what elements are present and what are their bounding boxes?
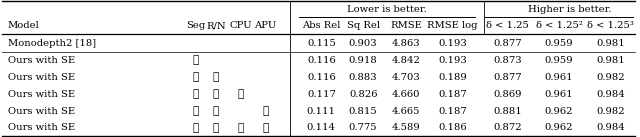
Text: 0.116: 0.116: [307, 73, 336, 82]
Text: 0.962: 0.962: [545, 123, 573, 132]
Text: 0.981: 0.981: [596, 38, 625, 48]
Text: 0.877: 0.877: [493, 38, 522, 48]
Text: Ours with SE: Ours with SE: [8, 123, 75, 132]
Text: 0.116: 0.116: [307, 56, 336, 65]
Text: 0.883: 0.883: [349, 73, 378, 82]
Text: Ours with SE: Ours with SE: [8, 90, 75, 99]
Text: δ < 1.25²: δ < 1.25²: [536, 22, 582, 31]
Text: ✓: ✓: [237, 89, 244, 99]
Text: 0.982: 0.982: [596, 73, 625, 82]
Text: Higher is better.: Higher is better.: [528, 5, 611, 14]
Text: ✓: ✓: [262, 106, 269, 116]
Text: 0.962: 0.962: [545, 107, 573, 116]
Text: 0.189: 0.189: [438, 73, 467, 82]
Text: 0.961: 0.961: [545, 90, 573, 99]
Text: 0.187: 0.187: [438, 107, 467, 116]
Text: 0.826: 0.826: [349, 90, 378, 99]
Text: Model: Model: [8, 22, 40, 31]
Text: 0.873: 0.873: [493, 56, 522, 65]
Text: 0.918: 0.918: [349, 56, 378, 65]
Text: RMSE log: RMSE log: [428, 22, 478, 31]
Text: 0.115: 0.115: [307, 38, 336, 48]
Text: ✓: ✓: [262, 123, 269, 133]
Text: 4.665: 4.665: [392, 107, 420, 116]
Text: 4.589: 4.589: [392, 123, 420, 132]
Text: Ours with SE: Ours with SE: [8, 73, 75, 82]
Text: 4.660: 4.660: [392, 90, 420, 99]
Text: ✓: ✓: [212, 72, 219, 82]
Text: Monodepth2 [18]: Monodepth2 [18]: [8, 38, 96, 48]
Text: Ours with SE: Ours with SE: [8, 107, 75, 116]
Text: ✓: ✓: [193, 123, 199, 133]
Text: Abs Rel: Abs Rel: [302, 22, 340, 31]
Text: 0.114: 0.114: [307, 123, 336, 132]
Text: 0.881: 0.881: [493, 107, 522, 116]
Text: ✓: ✓: [193, 106, 199, 116]
Text: Seg: Seg: [186, 22, 205, 31]
Text: ✓: ✓: [237, 123, 244, 133]
Text: 0.959: 0.959: [545, 56, 573, 65]
Text: 0.959: 0.959: [545, 38, 573, 48]
Text: 4.703: 4.703: [392, 73, 420, 82]
Text: 0.193: 0.193: [438, 38, 467, 48]
Text: 0.982: 0.982: [596, 107, 625, 116]
Text: 0.869: 0.869: [493, 90, 522, 99]
Text: Lower is better.: Lower is better.: [347, 5, 427, 14]
Text: ✓: ✓: [193, 55, 199, 65]
Text: 0.111: 0.111: [307, 107, 336, 116]
Text: 0.117: 0.117: [307, 90, 336, 99]
Text: R/N: R/N: [206, 22, 226, 31]
Text: 0.815: 0.815: [349, 107, 378, 116]
Text: RMSE: RMSE: [390, 22, 422, 31]
Text: 0.984: 0.984: [596, 90, 625, 99]
Text: 4.842: 4.842: [392, 56, 420, 65]
Text: Sq Rel: Sq Rel: [347, 22, 380, 31]
Text: 0.961: 0.961: [545, 73, 573, 82]
Text: 0.984: 0.984: [596, 123, 625, 132]
Text: CPU: CPU: [230, 22, 252, 31]
Text: 0.193: 0.193: [438, 56, 467, 65]
Text: APU: APU: [255, 22, 276, 31]
Text: 0.877: 0.877: [493, 73, 522, 82]
Text: ✓: ✓: [212, 89, 219, 99]
Text: ✓: ✓: [193, 89, 199, 99]
Text: 0.775: 0.775: [349, 123, 378, 132]
Text: ✓: ✓: [193, 72, 199, 82]
Text: 0.186: 0.186: [438, 123, 467, 132]
Text: 0.903: 0.903: [349, 38, 378, 48]
Text: 4.863: 4.863: [392, 38, 420, 48]
Text: δ < 1.25³: δ < 1.25³: [588, 22, 634, 31]
Text: 0.981: 0.981: [596, 56, 625, 65]
Text: ✓: ✓: [212, 106, 219, 116]
Text: Ours with SE: Ours with SE: [8, 56, 75, 65]
Text: 0.872: 0.872: [493, 123, 522, 132]
Text: ✓: ✓: [212, 123, 219, 133]
Text: δ < 1.25: δ < 1.25: [486, 22, 529, 31]
Text: 0.187: 0.187: [438, 90, 467, 99]
